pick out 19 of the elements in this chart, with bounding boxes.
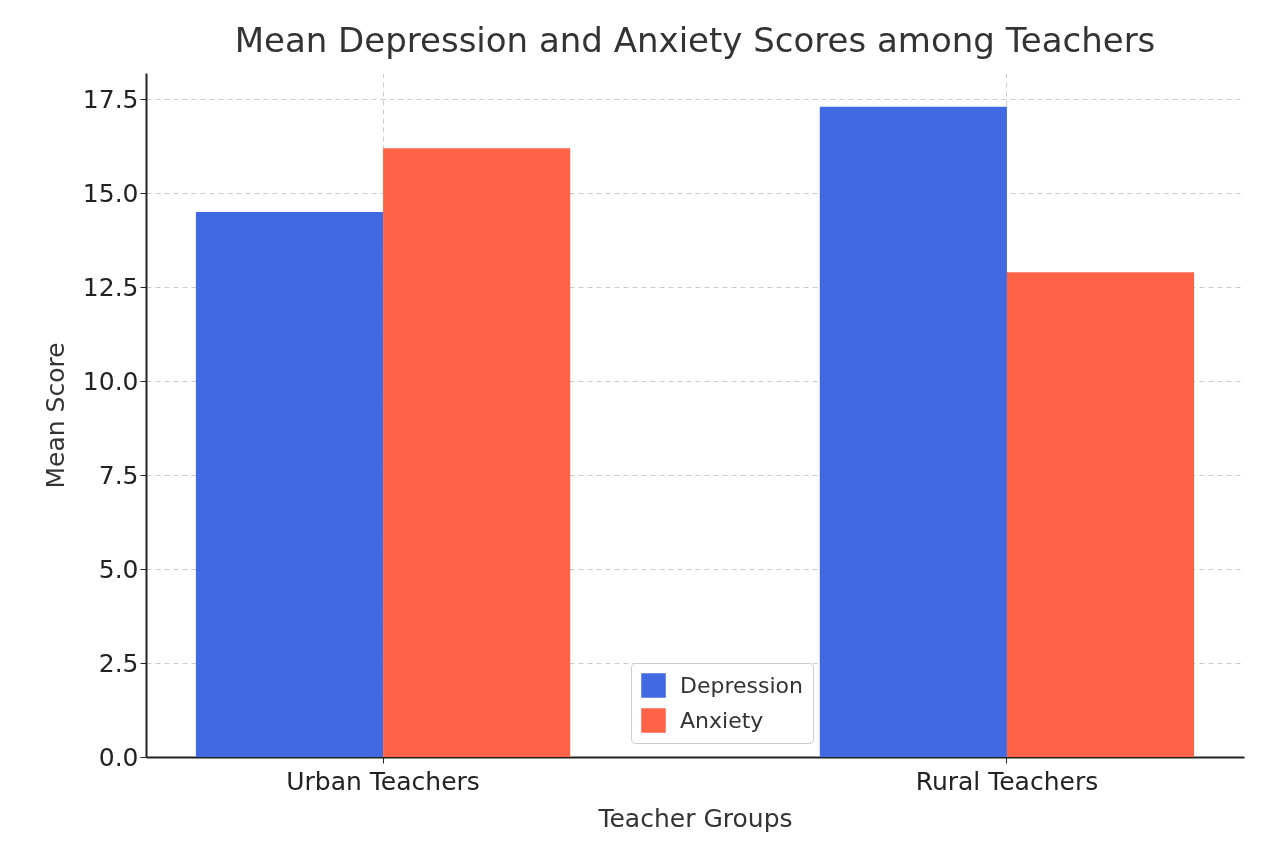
y-tick-label: 5.0 <box>98 554 139 584</box>
bar <box>383 148 571 757</box>
y-tick-label: 2.5 <box>98 648 139 678</box>
x-tick-label: Urban Teachers <box>286 766 480 796</box>
legend-label: Anxiety <box>680 707 764 733</box>
bar <box>819 106 1007 757</box>
y-tick-label: 17.5 <box>82 84 139 114</box>
legend-label: Depression <box>680 672 803 698</box>
y-tick-label: 7.5 <box>98 460 139 490</box>
y-tick-label: 15.0 <box>82 178 139 208</box>
x-axis-title: Teacher Groups <box>597 803 793 833</box>
x-tick-label: Rural Teachers <box>915 766 1099 796</box>
bar <box>1006 272 1195 757</box>
y-tick-label: 0.0 <box>98 742 139 772</box>
bar <box>195 212 384 757</box>
y-tick-label: 12.5 <box>82 272 139 302</box>
chart-title: Mean Depression and Anxiety Scores among Teachers <box>234 20 1156 60</box>
y-axis-title: Mean Score <box>40 342 70 489</box>
y-tick-label: 10.0 <box>82 366 139 396</box>
